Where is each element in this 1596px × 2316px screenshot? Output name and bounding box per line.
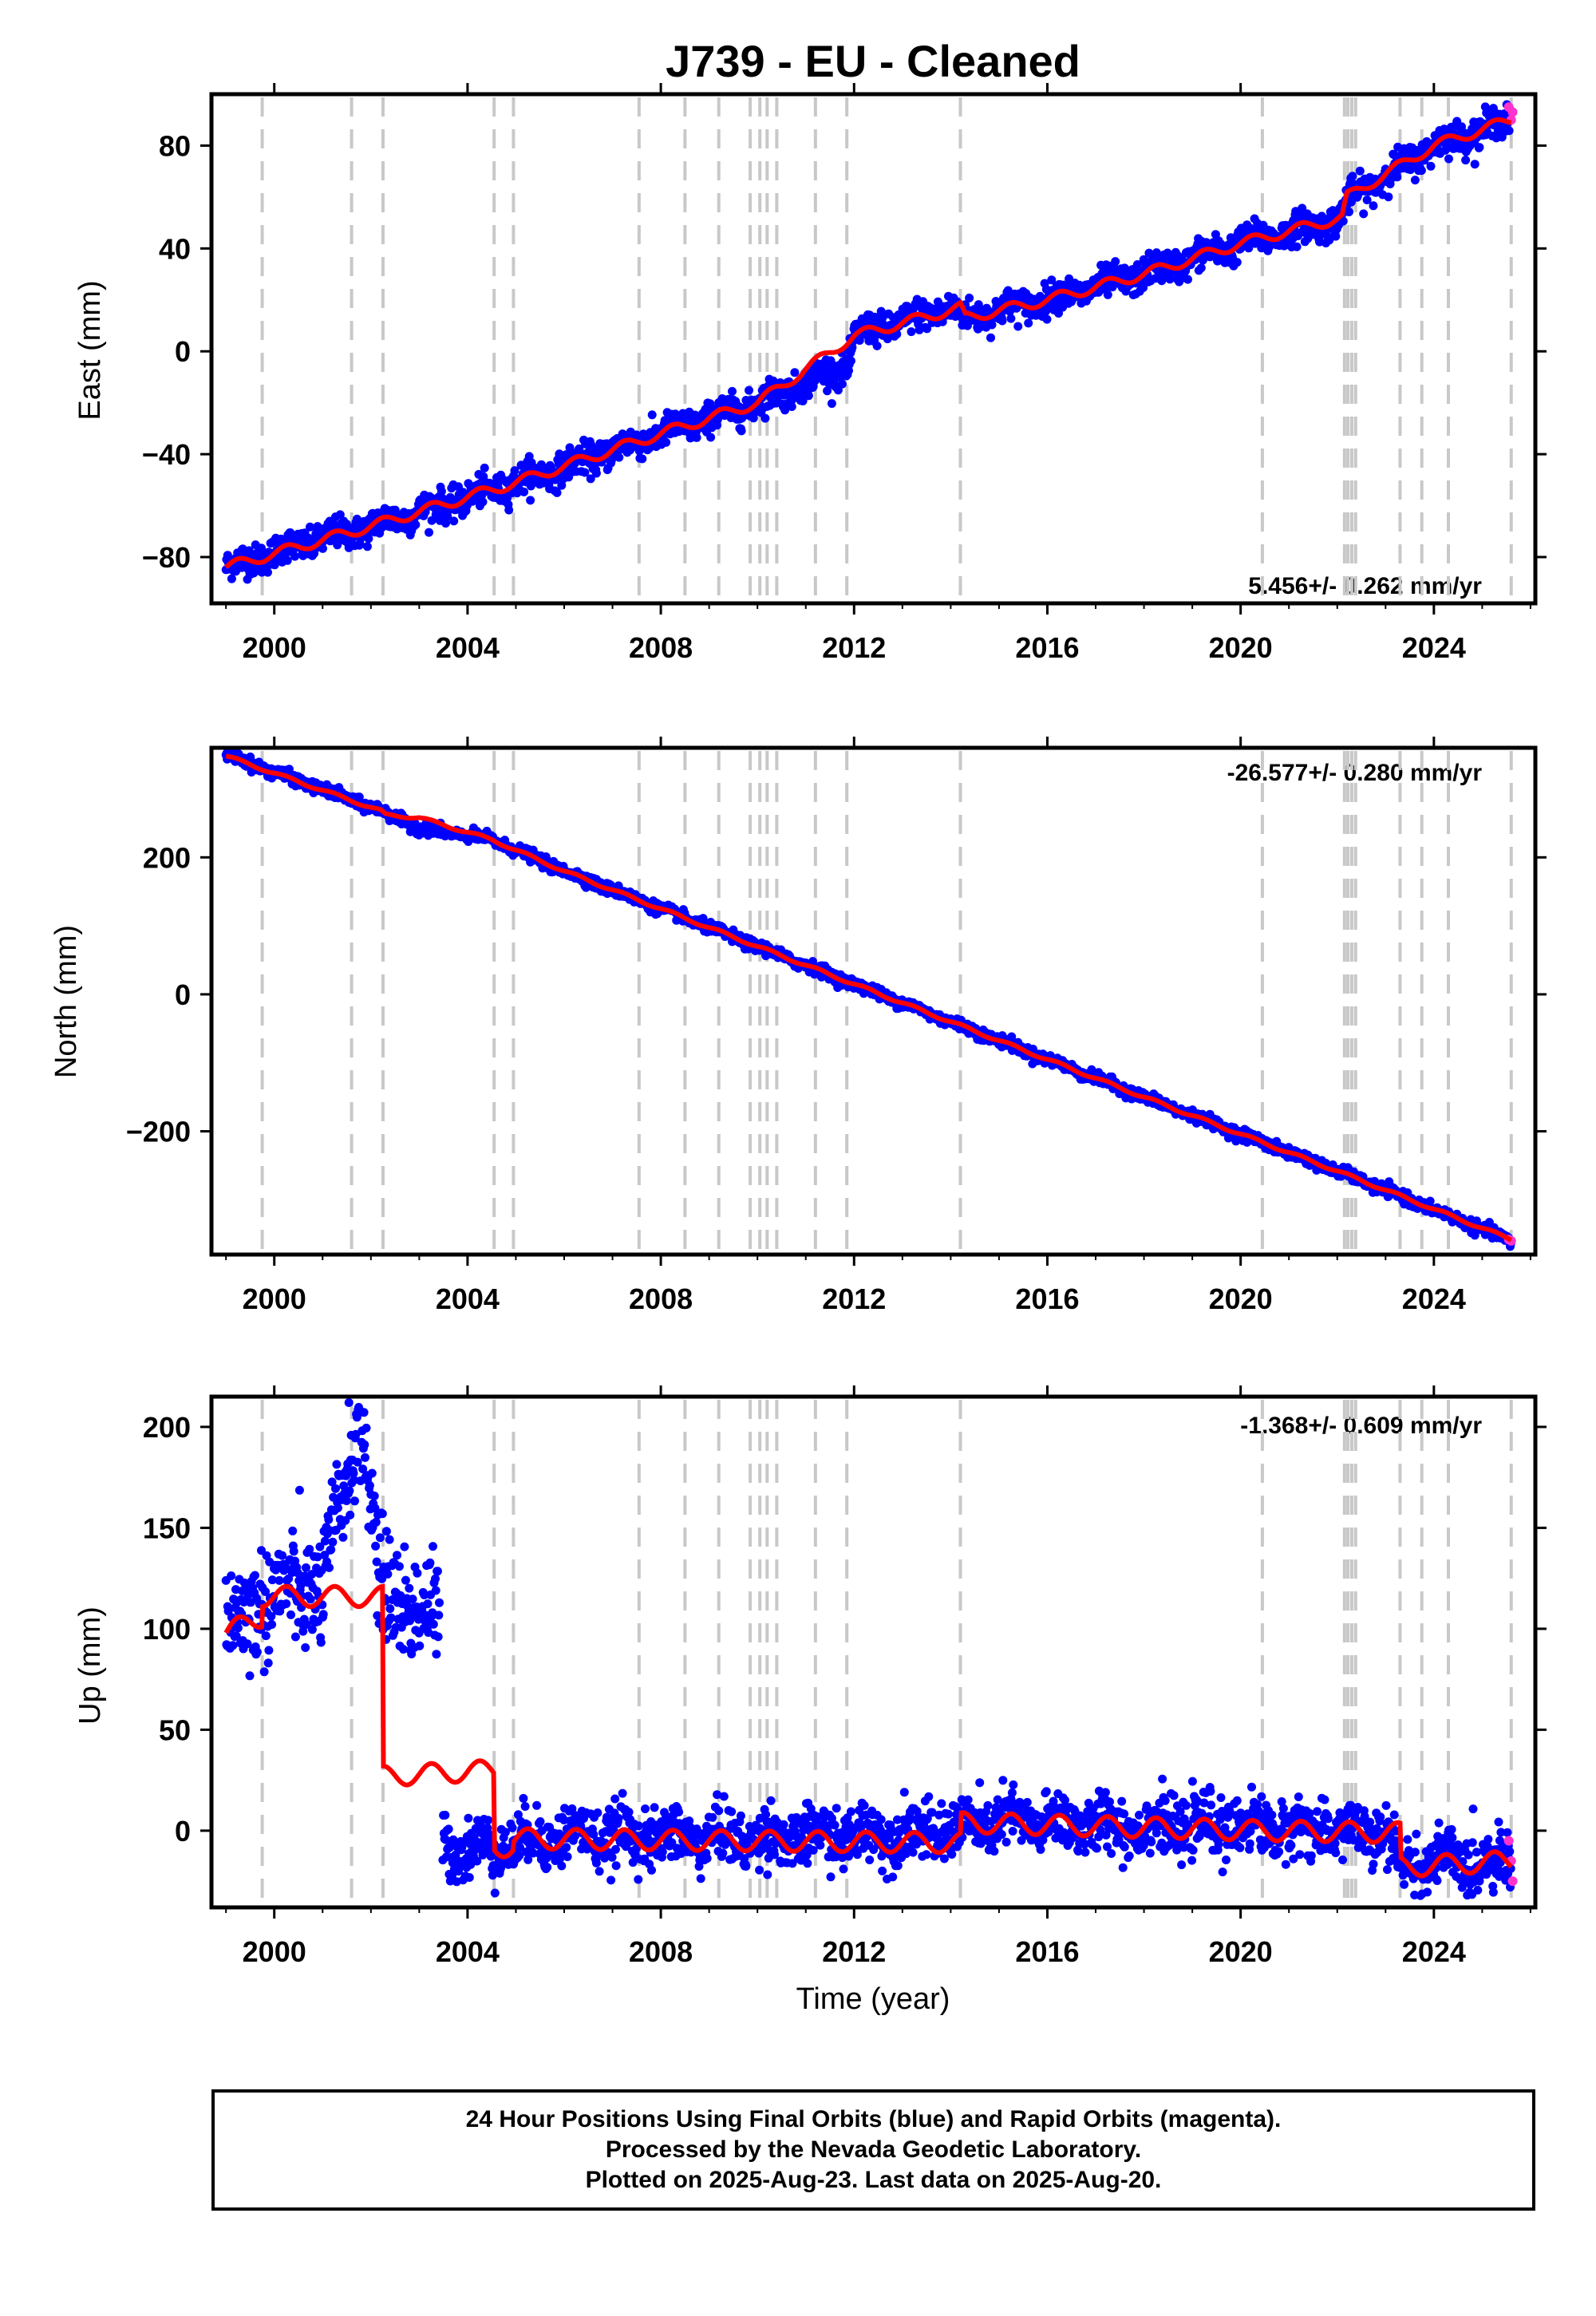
up-y-tick-label: 100 — [143, 1613, 191, 1646]
east-y-tick-label: 0 — [175, 335, 191, 368]
footer-line-1: 24 Hour Positions Using Final Orbits (bl… — [465, 2106, 1282, 2132]
north-final-orbit-point-cloud — [221, 748, 1515, 1251]
east-y-tick-label: 40 — [159, 232, 191, 265]
north-y-tick-label: −200 — [126, 1116, 191, 1148]
east-model-fit-line — [224, 117, 1512, 570]
east-x-tick-label: 2012 — [822, 631, 886, 664]
up-y-tick-label: 50 — [159, 1713, 191, 1746]
up-x-tick-label: 2000 — [243, 1935, 306, 1968]
north-y-tick-label: 200 — [143, 841, 191, 874]
north-x-tick-label: 2008 — [629, 1282, 693, 1315]
up-rapid-orbit-point — [1507, 1876, 1518, 1887]
north-y-tick-label: 0 — [175, 978, 191, 1011]
up-plot-frame — [209, 1394, 1538, 1910]
east-x-tick-label: 2000 — [243, 631, 306, 664]
east-rate-label: 5.456+/- 0.262 mm/yr — [1248, 573, 1482, 599]
east-x-tick-label: 2008 — [629, 631, 693, 664]
up-y-tick-label: 200 — [143, 1411, 191, 1444]
north-final-orbit-points — [221, 748, 1516, 1251]
up-rate-label: -1.368+/- 0.609 mm/yr — [1240, 1413, 1482, 1439]
up-y-tick-label: 150 — [143, 1512, 191, 1544]
north-x-tick-label: 2012 — [822, 1282, 886, 1315]
east-x-tick-label: 2016 — [1015, 631, 1079, 664]
up-x-tick-label: 2020 — [1209, 1935, 1273, 1968]
east-y-tick-label: −80 — [142, 541, 191, 574]
up-x-tick-label: 2024 — [1402, 1935, 1466, 1968]
up-x-tick-label: 2004 — [436, 1935, 500, 1968]
up-y-tick-label: 0 — [175, 1815, 191, 1848]
up-x-tick-label: 2012 — [822, 1935, 886, 1968]
north-panel: North (mm) -26.577+/- 0.280 mm/yr 2000 20… — [49, 737, 1547, 1315]
east-y-tick-label: 80 — [159, 129, 191, 162]
north-x-tick-label: 2000 — [243, 1282, 306, 1315]
north-x-tick-label: 2016 — [1015, 1282, 1079, 1315]
east-plot-frame — [209, 92, 1538, 606]
north-plot-frame — [209, 745, 1538, 1257]
up-y-axis-label: Up (mm) — [73, 1607, 107, 1725]
time-axis-label: Time (year) — [796, 1982, 950, 2016]
up-final-orbit-points — [221, 1398, 1518, 1900]
north-x-tick-label: 2024 — [1402, 1282, 1466, 1315]
up-x-tick-label: 2008 — [629, 1935, 693, 1968]
east-y-tick-label: −40 — [142, 438, 191, 471]
north-y-axis-label: North (mm) — [49, 925, 83, 1078]
north-x-tick-label: 2020 — [1209, 1282, 1273, 1315]
east-rapid-orbit-point — [1507, 107, 1518, 117]
up-model-fit-line — [223, 1583, 1513, 1879]
footer-line-2: Processed by the Nevada Geodetic Laborat… — [605, 2136, 1142, 2163]
east-panel: East (mm) 5.456+/- 0.262 mm/yr 2000 2004 2… — [73, 83, 1547, 664]
east-x-tick-label: 2020 — [1209, 631, 1273, 664]
north-model-fit-line — [225, 753, 1513, 1243]
east-final-orbit-point-cloud — [221, 100, 1515, 584]
up-rapid-orbit-point — [1503, 1836, 1514, 1846]
east-x-tick-label: 2024 — [1402, 631, 1466, 664]
north-x-tick-label: 2004 — [436, 1282, 500, 1315]
east-x-tick-label: 2004 — [436, 631, 500, 664]
east-final-orbit-points — [221, 100, 1518, 584]
footer-line-3: Plotted on 2025-Aug-23. Last data on 202… — [585, 2167, 1162, 2193]
east-y-axis-label: East (mm) — [73, 280, 107, 420]
chart-title: J739 - EU - Cleaned — [666, 36, 1080, 86]
up-x-tick-label: 2016 — [1015, 1935, 1079, 1968]
footer-caption-box: 24 Hour Positions Using Final Orbits (bl… — [211, 2089, 1535, 2211]
up-panel: Up (mm) -1.368+/- 0.609 mm/yr Time (year… — [73, 1385, 1547, 2016]
